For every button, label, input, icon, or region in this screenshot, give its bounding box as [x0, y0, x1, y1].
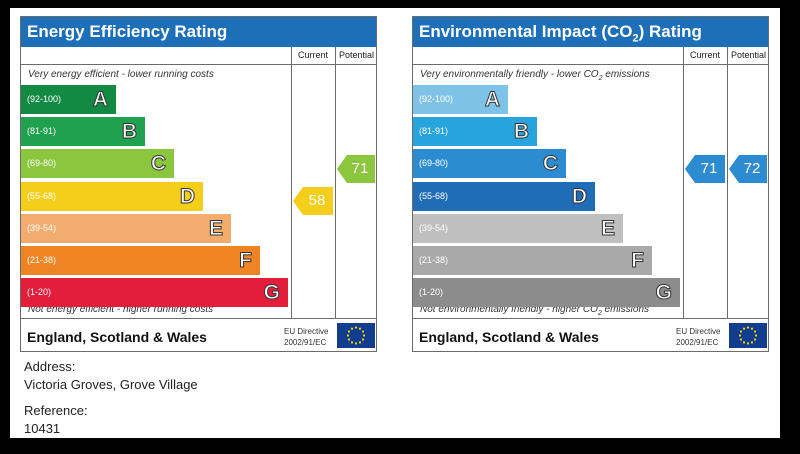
- potential-column-header: Potential: [730, 50, 767, 60]
- column-divider: [335, 47, 336, 319]
- band-range: (21-38): [419, 255, 449, 265]
- header-divider: [21, 64, 376, 65]
- rating-band-f: (21-38) F: [413, 246, 652, 275]
- band-range: (69-80): [419, 158, 449, 169]
- bottom-note: Not energy efficient - higher running co…: [28, 304, 214, 315]
- band-letter: A: [92, 88, 108, 112]
- band-letter: D: [179, 184, 195, 208]
- region-label: England, Scotland & Wales: [419, 329, 599, 345]
- band-range: (69-80): [27, 158, 57, 169]
- band-range: (92-100): [27, 94, 62, 104]
- band-letter: G: [655, 281, 672, 305]
- rating-band-b: (81-91) B: [21, 117, 145, 147]
- rating-band-a: (92-100) A: [413, 85, 508, 114]
- top-note-subscript: 2: [598, 75, 603, 82]
- eu-directive-text: EU Directive 2002/91/EC: [284, 326, 328, 348]
- band-range: (55-68): [419, 190, 449, 201]
- environmental-impact-panel: Environmental Impact (CO2) Rating Curren…: [412, 16, 769, 352]
- footer-divider: [21, 318, 376, 319]
- column-divider: [291, 47, 292, 319]
- footer-divider: [413, 318, 768, 319]
- address-value: Victoria Groves, Grove Village: [24, 377, 198, 392]
- rating-band-c: (69-80) C: [21, 149, 174, 179]
- potential-rating-arrow: 72: [729, 155, 767, 183]
- rating-band-a: (92-100) A: [21, 85, 116, 114]
- band-letter: F: [631, 249, 645, 273]
- band-range: (39-54): [419, 222, 449, 233]
- column-divider: [727, 47, 728, 319]
- potential-rating-arrow: 71: [337, 155, 375, 183]
- current-rating-arrow: 71: [685, 155, 725, 183]
- current-column-header: Current: [689, 50, 720, 60]
- band-range: (92-100): [419, 94, 454, 104]
- band-range: (21-38): [27, 255, 57, 265]
- epc-page: Energy Efficiency Rating Current Potenti…: [10, 8, 780, 438]
- band-letter: B: [513, 120, 529, 144]
- band-letter: F: [239, 249, 253, 273]
- band-range: (39-54): [27, 222, 57, 233]
- header-divider: [413, 64, 768, 65]
- region-label: England, Scotland & Wales: [27, 329, 207, 345]
- band-letter: E: [600, 216, 615, 240]
- eu-directive-line1: EU Directive: [284, 327, 329, 336]
- rating-band-g: (1-20) G: [21, 278, 288, 308]
- top-note-text: Very environmentally friendly - lower CO: [420, 69, 599, 80]
- rating-band-e: (39-54) E: [21, 213, 231, 243]
- bottom-note-subscript: 2: [597, 310, 602, 317]
- title-text-end: ) Rating: [638, 22, 702, 41]
- environmental-impact-title: Environmental Impact (CO2) Rating: [413, 17, 768, 47]
- eu-flag-icon: [729, 323, 767, 348]
- energy-efficiency-title: Energy Efficiency Rating: [21, 17, 376, 47]
- eu-directive-line2: 2002/91/EC: [284, 338, 327, 347]
- band-range: (81-91): [419, 126, 449, 137]
- reference-label: Reference:: [24, 403, 88, 418]
- eu-flag-icon: [337, 323, 375, 348]
- band-letter: B: [121, 120, 137, 144]
- band-range: (1-20): [27, 287, 52, 298]
- rating-band-g: (1-20) G: [413, 278, 680, 308]
- band-letter: A: [484, 88, 500, 112]
- bottom-note: Not environmentally friendly - higher CO…: [420, 304, 649, 317]
- rating-band-b: (81-91) B: [413, 117, 537, 147]
- address-label: Address:: [24, 359, 76, 374]
- rating-band-d: (55-68) D: [413, 181, 595, 211]
- bottom-note-end: emissions: [601, 304, 650, 315]
- rating-band-c: (69-80) C: [413, 149, 566, 179]
- band-letter: C: [542, 152, 558, 176]
- band-letter: C: [150, 152, 166, 176]
- band-range: (55-68): [27, 190, 57, 201]
- column-divider: [683, 47, 684, 319]
- energy-efficiency-panel: Energy Efficiency Rating Current Potenti…: [20, 16, 377, 352]
- bottom-note-text: Not environmentally friendly - higher CO: [420, 304, 598, 315]
- rating-band-f: (21-38) F: [21, 246, 260, 275]
- potential-column-header: Potential: [338, 50, 375, 60]
- current-column-header: Current: [297, 50, 328, 60]
- rating-band-e: (39-54) E: [413, 213, 623, 243]
- current-rating-arrow: 58: [293, 187, 333, 215]
- eu-directive-line1: EU Directive: [676, 327, 721, 336]
- title-text: Environmental Impact (CO: [419, 22, 633, 41]
- band-letter: D: [571, 184, 587, 208]
- band-letter: E: [208, 216, 223, 240]
- band-range: (1-20): [419, 287, 444, 298]
- top-note: Very environmentally friendly - lower CO…: [420, 69, 650, 82]
- title-subscript: 2: [632, 32, 639, 45]
- eu-directive-line2: 2002/91/EC: [676, 338, 719, 347]
- band-letter: G: [263, 281, 280, 305]
- top-note-end: emissions: [602, 69, 650, 80]
- rating-band-d: (55-68) D: [21, 181, 203, 211]
- reference-value: 10431: [24, 421, 61, 436]
- band-range: (81-91): [27, 126, 57, 137]
- eu-directive-text: EU Directive 2002/91/EC: [676, 326, 720, 348]
- top-note: Very energy efficient - lower running co…: [28, 69, 214, 80]
